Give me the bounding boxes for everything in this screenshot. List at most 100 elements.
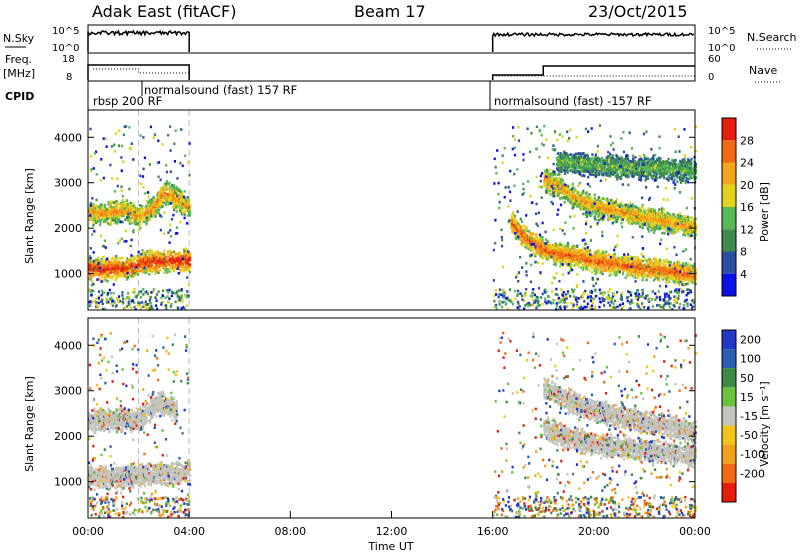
echo-cell	[181, 211, 184, 214]
echo-cell	[108, 212, 111, 215]
echo-cell	[620, 258, 623, 261]
echo-cell	[662, 211, 665, 215]
echo-cell	[629, 259, 632, 262]
echo-cell	[127, 258, 130, 262]
echo-cell	[580, 203, 583, 207]
nave-trace	[93, 68, 190, 74]
echo-cell	[582, 212, 585, 216]
echo-cell	[666, 229, 669, 233]
echo-cell	[111, 256, 115, 260]
echo-cell	[114, 221, 117, 225]
echo-cell	[541, 235, 544, 239]
echo-cell	[131, 260, 134, 263]
echo-cell	[181, 263, 184, 266]
echo-cell	[121, 206, 124, 210]
echo-cell	[632, 257, 635, 261]
echo-cell	[529, 241, 532, 244]
echo-cell	[142, 251, 145, 255]
echo-cell	[558, 163, 561, 167]
echo-cell	[607, 214, 611, 217]
echo-cell	[559, 263, 563, 266]
echo-cell	[554, 261, 557, 264]
echo-cell	[627, 260, 630, 263]
echo-cell	[551, 172, 554, 175]
freq-traces	[87, 64, 695, 80]
echo-cell	[570, 154, 574, 158]
echo-cell	[164, 182, 167, 185]
echo-cell	[88, 257, 91, 261]
echo-cell	[168, 270, 171, 273]
echo-cell	[119, 201, 123, 205]
echo-cell	[647, 274, 650, 278]
echo-cell	[184, 202, 187, 206]
echo-cell	[607, 266, 610, 270]
echo-cell	[601, 212, 604, 216]
echo-cell	[582, 250, 585, 253]
echo-cell	[521, 235, 524, 238]
echo-cell	[158, 268, 161, 272]
echo-cell	[684, 234, 687, 237]
echo-cell	[638, 207, 641, 210]
echo-cell	[656, 263, 659, 266]
echo-cell	[580, 252, 583, 256]
echo-cell	[586, 211, 589, 214]
echo-cell	[648, 219, 651, 223]
echo-cell	[620, 201, 623, 205]
echo-cell	[600, 201, 603, 204]
echo-cell	[650, 210, 653, 213]
echo-cell	[599, 271, 602, 274]
echo-cell	[648, 260, 651, 263]
echo-cell	[152, 269, 155, 273]
echo-cell	[686, 274, 689, 277]
echo-cell	[529, 232, 532, 235]
echo-cell	[156, 251, 159, 254]
echo-cell	[535, 249, 538, 252]
echo-cell	[145, 208, 148, 211]
echo-cell	[599, 197, 602, 200]
echo-cell	[643, 264, 646, 268]
echo-cell	[642, 255, 645, 258]
echo-cell	[660, 271, 664, 274]
echo-cell	[157, 254, 160, 257]
echo-cell	[663, 260, 666, 264]
echo-cell	[559, 242, 562, 245]
echo-cell	[565, 152, 568, 155]
echo-cell	[585, 191, 588, 194]
echo-cell	[634, 276, 637, 280]
nave-label: Nave	[749, 64, 777, 77]
echo-cell	[557, 166, 560, 170]
echo-cell	[552, 261, 556, 264]
echo-cell	[602, 269, 605, 273]
echo-cell	[694, 268, 697, 271]
echo-cell	[91, 274, 94, 278]
echo-cell	[667, 260, 671, 264]
echo-cell	[102, 266, 105, 269]
echo-cell	[656, 227, 659, 231]
echo-cell	[170, 257, 173, 261]
echo-cell	[183, 199, 186, 202]
echo-cell	[600, 206, 603, 210]
echo-cell	[160, 203, 163, 206]
echo-cell	[156, 270, 159, 274]
echo-cell	[102, 260, 105, 263]
echo-cell	[165, 266, 168, 269]
echo-cell	[516, 224, 519, 227]
echo-cell	[119, 272, 123, 275]
echo-cell	[605, 267, 608, 271]
echo-cell	[654, 257, 657, 260]
echo-cell	[156, 249, 159, 253]
echo-cell	[692, 219, 695, 223]
echo-cell	[694, 273, 697, 276]
echo-cell	[571, 247, 574, 250]
echo-cell	[119, 261, 122, 265]
echo-cell	[150, 200, 153, 204]
echo-cell	[186, 260, 189, 264]
echo-cell	[110, 222, 113, 225]
echo-cell	[139, 222, 142, 226]
echo-cell	[574, 259, 577, 262]
echo-cell	[636, 221, 639, 224]
echo-cell	[590, 257, 593, 261]
echo-cell	[668, 213, 672, 217]
nsearch-tick-top: 10^5	[708, 26, 735, 37]
echo-cell	[165, 194, 168, 198]
